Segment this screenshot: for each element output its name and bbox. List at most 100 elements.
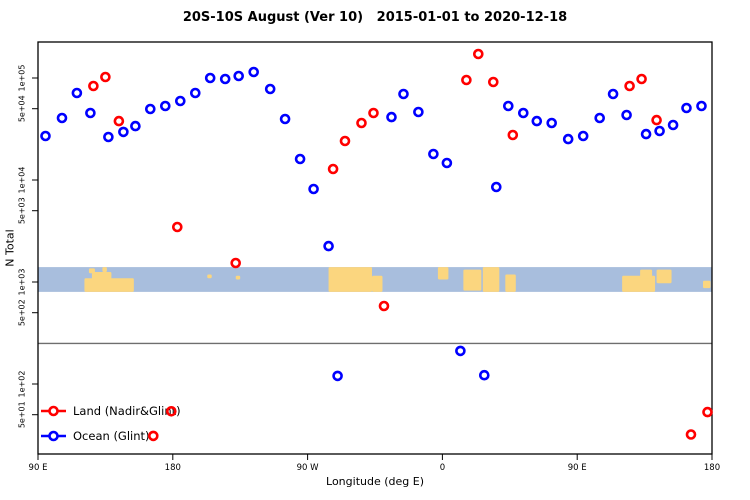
x-tick-label: 90 W bbox=[297, 463, 320, 473]
x-tick-label: 180 bbox=[704, 463, 720, 473]
map-strip-land bbox=[622, 275, 656, 292]
legend-marker-icon bbox=[48, 430, 59, 442]
map-strip-land bbox=[656, 269, 672, 284]
land-point bbox=[356, 117, 367, 129]
y-tick-label: 1e+04 bbox=[18, 167, 27, 194]
ocean-point bbox=[56, 112, 68, 124]
y-tick-label: 5e+01 bbox=[18, 401, 27, 428]
map-strip-land bbox=[207, 274, 212, 279]
map-strip-land bbox=[235, 275, 241, 280]
ocean-point bbox=[398, 88, 409, 100]
ocean-point bbox=[654, 125, 665, 137]
ocean-point bbox=[594, 112, 606, 124]
x-tick-label: 90 E bbox=[29, 463, 48, 473]
land-point bbox=[172, 221, 183, 233]
ocean-point bbox=[332, 370, 343, 382]
y-tick-label: 1e+02 bbox=[18, 371, 27, 398]
map-strip-land bbox=[88, 268, 95, 274]
ocean-point bbox=[294, 153, 306, 165]
ocean-point bbox=[279, 113, 291, 125]
land-point bbox=[472, 48, 484, 60]
y-tick-label: 1e+05 bbox=[18, 65, 27, 92]
ocean-point bbox=[441, 157, 453, 169]
y-tick-label: 1e+03 bbox=[18, 269, 27, 296]
map-strip-land bbox=[703, 280, 711, 289]
map-strip-land bbox=[437, 267, 449, 280]
ocean-point bbox=[607, 88, 619, 100]
ocean-point bbox=[490, 181, 502, 193]
legend-label: Land (Nadir&Glint) bbox=[73, 404, 181, 418]
ocean-point bbox=[130, 120, 141, 132]
x-tick-label: 180 bbox=[165, 463, 181, 473]
ocean-point bbox=[264, 83, 276, 95]
ocean-point bbox=[175, 95, 186, 107]
x-tick-label: 0 bbox=[440, 463, 445, 473]
ocean-point bbox=[428, 148, 439, 160]
y-tick-label: 5e+03 bbox=[18, 197, 27, 224]
map-strip-land bbox=[463, 269, 482, 291]
ocean-point bbox=[103, 131, 114, 143]
land-point bbox=[487, 76, 499, 88]
ocean-point bbox=[248, 66, 259, 78]
land-point bbox=[636, 73, 647, 85]
land-point bbox=[368, 107, 379, 119]
ocean-point bbox=[204, 72, 216, 84]
map-strip-land bbox=[91, 272, 112, 280]
ocean-point bbox=[413, 106, 424, 118]
map-strip-land bbox=[482, 267, 500, 292]
ocean-point bbox=[502, 100, 514, 112]
chart-title: 20S-10S August (Ver 10) 2015-01-01 to 20… bbox=[182, 10, 568, 25]
ocean-point bbox=[562, 133, 574, 145]
map-strip-land bbox=[328, 267, 373, 292]
land-point bbox=[624, 80, 635, 92]
map-strip-land bbox=[84, 278, 134, 292]
plot-border bbox=[37, 41, 713, 455]
x-axis-title: Longitude (deg E) bbox=[326, 475, 424, 488]
land-point bbox=[327, 163, 339, 175]
ocean-point bbox=[145, 103, 156, 115]
land-point bbox=[651, 114, 662, 126]
ocean-point bbox=[323, 240, 334, 252]
y-tick-label: 5e+04 bbox=[18, 95, 27, 122]
map-strip-land bbox=[372, 275, 383, 292]
map-strip-land bbox=[640, 269, 653, 279]
land-point bbox=[88, 80, 99, 92]
map-strip-land bbox=[505, 274, 516, 292]
ocean-point bbox=[478, 369, 490, 381]
ocean-point bbox=[517, 107, 529, 119]
land-point bbox=[339, 135, 351, 147]
legend-label: Ocean (Glint) bbox=[73, 429, 150, 443]
land-point bbox=[461, 74, 472, 86]
ocean-point bbox=[160, 100, 171, 112]
ocean-point bbox=[190, 87, 201, 99]
ocean-point bbox=[233, 70, 244, 82]
map-strip-land bbox=[102, 267, 107, 273]
ocean-point bbox=[696, 100, 707, 112]
ocean-point bbox=[308, 183, 319, 195]
ocean-point bbox=[531, 115, 543, 127]
land-point bbox=[100, 71, 111, 83]
land-point bbox=[378, 300, 390, 312]
ocean-point bbox=[577, 130, 589, 142]
ocean-point bbox=[219, 73, 231, 85]
land-point bbox=[166, 405, 177, 417]
land-point bbox=[113, 115, 125, 127]
y-tick-label: 5e+02 bbox=[18, 299, 27, 326]
ocean-point bbox=[40, 130, 51, 142]
land-point bbox=[702, 406, 713, 418]
land-point bbox=[507, 129, 519, 141]
land-point bbox=[148, 430, 159, 442]
ocean-point bbox=[621, 109, 632, 121]
ocean-point bbox=[455, 345, 466, 357]
ocean-point bbox=[85, 107, 96, 119]
ocean-point bbox=[640, 128, 652, 140]
ocean-point bbox=[118, 126, 129, 138]
ocean-point bbox=[71, 87, 83, 99]
land-point bbox=[685, 429, 697, 440]
x-tick-label: 90 E bbox=[568, 463, 587, 473]
legend-marker-icon bbox=[48, 405, 59, 417]
ocean-point bbox=[667, 119, 679, 131]
ocean-point bbox=[681, 102, 692, 114]
